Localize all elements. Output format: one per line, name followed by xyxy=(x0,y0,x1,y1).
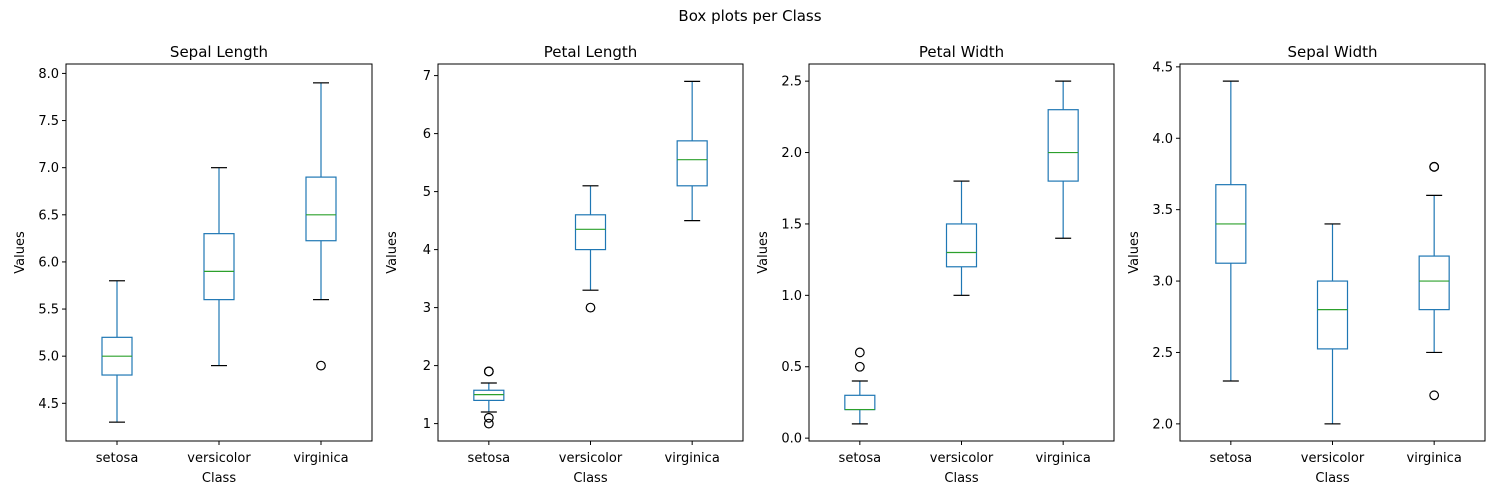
box-iqr xyxy=(676,140,708,187)
y-axis-label: Values xyxy=(756,231,771,274)
box-iqr xyxy=(1316,280,1349,350)
y-tick-label: 7 xyxy=(423,69,431,84)
box-setosa xyxy=(473,366,505,429)
box-versicolor xyxy=(203,167,235,367)
y-tick-label: 5.5 xyxy=(38,303,59,318)
box-iqr xyxy=(1047,109,1079,182)
x-tick-label: setosa xyxy=(1210,451,1253,466)
y-tick-label: 1.5 xyxy=(781,217,802,232)
chart-panel-3: Petal Width 0.0 0.5 1.0 1.5 2.0 2.5 setosa versi… xyxy=(756,43,1115,486)
y-tick-label: 4.5 xyxy=(1152,60,1173,75)
outlier-point xyxy=(483,418,494,429)
y-tick-label: 8.0 xyxy=(38,67,59,82)
box-setosa xyxy=(844,347,876,425)
box-versicolor xyxy=(945,180,978,296)
box-setosa xyxy=(101,280,133,423)
chart-panel-4: Sepal Width 2.0 2.5 3.0 3.5 4.0 4.5 setosa versi… xyxy=(1127,43,1486,486)
box-versicolor xyxy=(1316,223,1349,425)
box-virginica xyxy=(1047,80,1079,239)
chart-panel-2: Petal Length 1 2 3 4 5 6 7 setosa versicolor virgi… xyxy=(385,43,744,486)
y-tick-label: 0.5 xyxy=(781,360,802,375)
y-tick-label: 2.0 xyxy=(1152,417,1173,432)
y-tick-label: 4 xyxy=(423,243,431,258)
box-virginica xyxy=(305,82,337,371)
x-axis-label: Class xyxy=(1315,471,1349,486)
outlier-point xyxy=(316,360,326,371)
box-virginica xyxy=(676,80,708,222)
y-tick-label: 1.0 xyxy=(781,289,802,304)
outlier-point xyxy=(854,347,865,358)
y-axis-label: Values xyxy=(1127,231,1142,274)
chart-title: Petal Width xyxy=(919,43,1004,61)
chart-title: Sepal Width xyxy=(1288,43,1378,61)
x-tick-label: versicolor xyxy=(559,451,623,466)
y-tick-label: 1 xyxy=(423,417,431,432)
box-iqr xyxy=(1418,255,1450,311)
x-axis-label: Class xyxy=(202,471,236,486)
chart-panel-1: Sepal Length 4.5 5.0 5.5 6.0 6.5 7.0 7.5 8.0 seto… xyxy=(13,43,373,486)
y-tick-label: 6 xyxy=(423,127,431,142)
x-tick-label: setosa xyxy=(468,451,511,466)
chart-title: Petal Length xyxy=(544,43,638,61)
y-axis-label: Values xyxy=(385,231,400,274)
box-setosa xyxy=(1215,80,1247,382)
box-versicolor xyxy=(574,185,607,313)
x-tick-label: virginica xyxy=(293,451,348,466)
y-tick-label: 6.0 xyxy=(38,255,59,270)
x-tick-label: setosa xyxy=(839,451,882,466)
y-tick-label: 5.0 xyxy=(38,350,59,365)
box-virginica xyxy=(1418,161,1450,401)
outlier-point xyxy=(483,366,494,377)
box-iqr xyxy=(574,214,607,251)
x-tick-label: virginica xyxy=(665,451,720,466)
y-tick-label: 3 xyxy=(423,301,431,316)
outlier-point xyxy=(483,412,494,423)
y-tick-label: 7.0 xyxy=(38,161,59,176)
y-tick-label: 3.0 xyxy=(1152,275,1173,290)
y-tick-label: 2.5 xyxy=(781,75,802,90)
x-axis-label: Class xyxy=(573,471,607,486)
y-tick-label: 2.0 xyxy=(781,146,802,161)
y-tick-label: 2 xyxy=(423,359,431,374)
outlier-point xyxy=(854,361,865,372)
y-axis-label: Values xyxy=(13,231,28,274)
y-tick-label: 0.0 xyxy=(781,432,802,447)
outlier-point xyxy=(1429,161,1440,172)
y-tick-label: 3.5 xyxy=(1152,203,1173,218)
x-tick-label: versicolor xyxy=(930,451,994,466)
box-iqr xyxy=(305,176,337,242)
y-tick-label: 6.5 xyxy=(38,208,59,223)
x-axis-label: Class xyxy=(944,471,978,486)
box-iqr xyxy=(945,223,978,268)
y-tick-label: 2.5 xyxy=(1152,346,1173,361)
outlier-point xyxy=(1429,390,1440,401)
x-tick-label: virginica xyxy=(1407,451,1462,466)
y-tick-label: 4.0 xyxy=(1152,132,1173,147)
figure-suptitle: Box plots per Class xyxy=(678,7,821,25)
chart-title: Sepal Length xyxy=(170,43,268,61)
x-tick-label: versicolor xyxy=(1301,451,1365,466)
y-tick-label: 7.5 xyxy=(38,114,59,129)
x-tick-label: setosa xyxy=(96,451,139,466)
chart-panels: Sepal Length 4.5 5.0 5.5 6.0 6.5 7.0 7.5 8.0 seto… xyxy=(13,43,1486,486)
box-iqr xyxy=(203,233,235,301)
x-tick-label: virginica xyxy=(1036,451,1091,466)
x-tick-label: versicolor xyxy=(187,451,251,466)
outlier-point xyxy=(585,302,596,313)
y-tick-label: 4.5 xyxy=(38,397,59,412)
y-tick-label: 5 xyxy=(423,185,431,200)
box-iqr xyxy=(473,389,505,401)
